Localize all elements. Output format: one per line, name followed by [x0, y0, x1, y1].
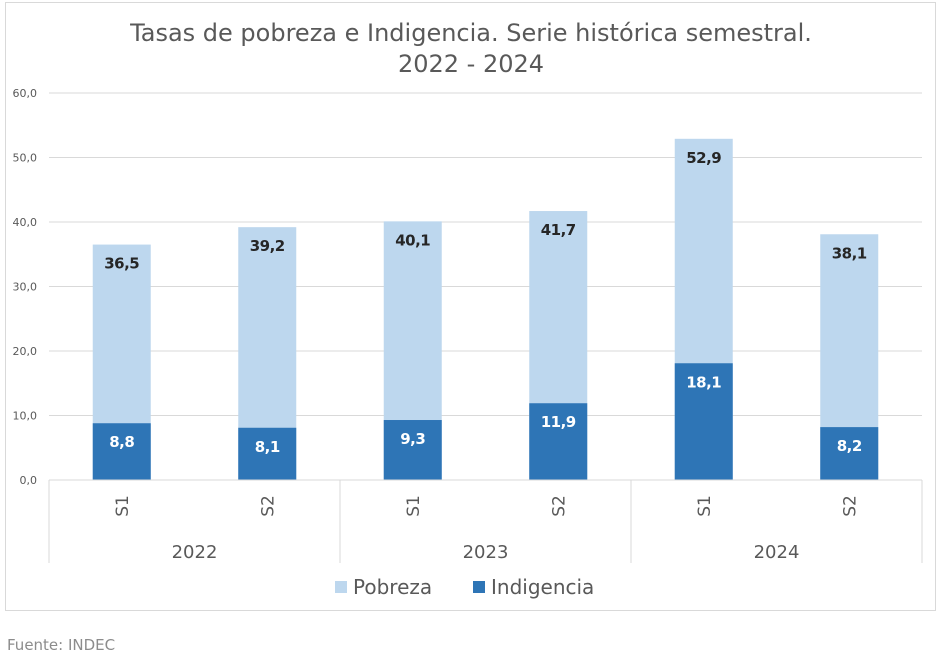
category-label: S1	[113, 495, 133, 517]
category-label: S2	[258, 495, 278, 517]
year-label: 2022	[172, 542, 218, 563]
data-label-pobreza: 39,2	[250, 237, 285, 255]
data-label-indigencia: 8,8	[109, 433, 134, 451]
category-label: S2	[840, 495, 860, 517]
y-tick-label: 60,0	[13, 87, 38, 100]
y-tick-label: 10,0	[13, 410, 38, 423]
y-tick-label: 0,0	[20, 474, 38, 487]
y-tick-label: 50,0	[13, 152, 38, 165]
legend-label: Indigencia	[491, 575, 594, 599]
bar-indigencia	[529, 403, 588, 480]
y-tick-label: 20,0	[13, 345, 38, 358]
y-tick-label: 30,0	[13, 281, 38, 294]
data-label-pobreza: 38,1	[832, 244, 867, 262]
data-label-indigencia: 11,9	[541, 413, 576, 431]
bar-indigencia	[820, 427, 879, 480]
chart-svg: Tasas de pobreza e Indigencia. Serie his…	[13, 19, 923, 599]
legend-label: Pobreza	[353, 575, 432, 599]
data-label-indigencia: 9,3	[400, 430, 425, 448]
category-label: S1	[695, 495, 715, 517]
category-label: S2	[549, 495, 569, 517]
year-label: 2024	[754, 542, 800, 563]
axis-layer: 0,0 10,0 20,0 30,0 40,0 50,0 60,0 S1 S2 2022 S1 S2 2…	[13, 87, 923, 563]
category-label: S1	[404, 495, 424, 517]
data-label-indigencia: 8,1	[255, 438, 280, 456]
bar-indigencia	[674, 363, 733, 480]
bars-layer: 36,5 8,8 39,2 8,1 40,1 9,3 41,7 11,9 52,9 18,1 38,…	[92, 138, 879, 481]
legend: Pobreza Indigencia	[335, 575, 594, 599]
data-label-indigencia: 8,2	[837, 437, 862, 455]
chart-title: Tasas de pobreza e Indigencia. Serie his…	[129, 19, 812, 47]
bar-indigencia	[383, 420, 442, 480]
data-label-pobreza: 41,7	[541, 221, 576, 239]
legend-swatch	[335, 581, 347, 593]
chart-frame: Tasas de pobreza e Indigencia. Serie his…	[5, 2, 936, 611]
source-note: Fuente: INDEC	[7, 636, 116, 654]
data-label-pobreza: 40,1	[395, 231, 430, 249]
bar-indigencia	[92, 423, 151, 480]
data-label-pobreza: 52,9	[686, 149, 721, 167]
chart-subtitle: 2022 - 2024	[398, 50, 544, 78]
y-tick-label: 40,0	[13, 216, 38, 229]
year-label: 2023	[463, 542, 509, 563]
data-label-pobreza: 36,5	[104, 255, 139, 273]
legend-swatch	[473, 581, 485, 593]
data-label-indigencia: 18,1	[686, 373, 721, 391]
bar-indigencia	[238, 427, 297, 480]
grid-layer	[49, 92, 922, 481]
